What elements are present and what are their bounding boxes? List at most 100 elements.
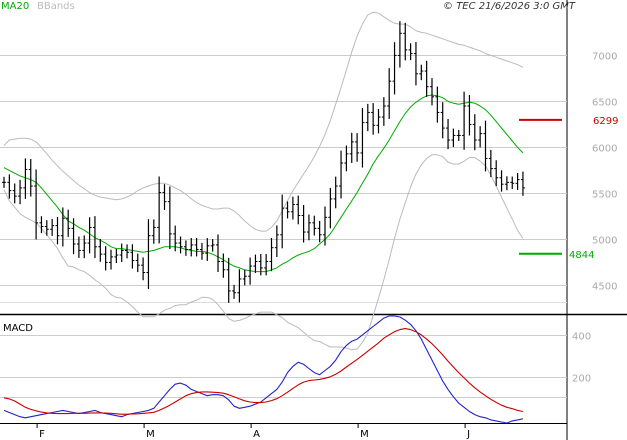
- price-bar: [178, 236, 183, 254]
- price-bar: [232, 284, 237, 299]
- price-bar: [183, 240, 188, 256]
- price-bar: [349, 132, 354, 163]
- price-bar: [472, 114, 477, 151]
- price-y-axis: 4500 5000 5500 6000 6500 7000: [592, 52, 617, 293]
- ma20-polyline: [3, 94, 524, 273]
- price-bar: [199, 242, 204, 260]
- price-bar: [430, 78, 434, 106]
- price-tick-label: 5500: [592, 190, 617, 201]
- price-bar: [135, 253, 140, 273]
- price-bar: [499, 170, 504, 192]
- price-bar: [28, 158, 33, 197]
- price-bar: [371, 103, 376, 135]
- price-bar: [333, 176, 338, 209]
- price-bar: [424, 60, 429, 97]
- price-bar: [467, 94, 472, 136]
- level-label: 6299: [593, 116, 618, 127]
- price-bar: [2, 176, 6, 188]
- price-bar: [248, 257, 253, 285]
- price-bar: [264, 254, 269, 276]
- level-label: 4844: [569, 250, 594, 261]
- price-bar: [392, 42, 397, 95]
- price-bar: [381, 97, 386, 126]
- price-bar: [162, 184, 167, 210]
- price-gridlines: [0, 55, 567, 303]
- bb-lower-line: [3, 154, 524, 351]
- price-bar: [216, 234, 220, 272]
- price-bars: [2, 21, 525, 303]
- legend: MA20 BBands: [1, 1, 75, 12]
- price-bar: [87, 217, 92, 254]
- price-bar: [76, 236, 81, 258]
- price-bar: [328, 187, 333, 229]
- price-bar: [274, 225, 279, 258]
- price-bar: [483, 120, 488, 172]
- price-bar: [167, 186, 172, 250]
- price-bar: [397, 21, 402, 68]
- bollinger-bands: [3, 11, 524, 351]
- legend-bbands-label: BBands: [37, 1, 75, 12]
- macd-gridlines: [0, 335, 567, 398]
- price-tick-label: 4500: [592, 282, 617, 293]
- price-bar: [446, 118, 451, 150]
- macd-signal-line: [3, 328, 524, 415]
- price-bar: [365, 103, 370, 132]
- x-tick-label: M: [360, 429, 369, 440]
- price-bar: [18, 179, 23, 205]
- macd-tick-label: 400: [572, 332, 591, 343]
- x-tick-label: J: [466, 429, 470, 440]
- legend-ma20-label: MA20: [1, 1, 29, 12]
- price-bar: [50, 218, 55, 236]
- price-bar: [242, 269, 247, 286]
- price-bar: [253, 254, 258, 273]
- x-tick-label: F: [39, 429, 45, 440]
- price-bar: [488, 149, 493, 178]
- price-bar: [103, 246, 108, 271]
- price-bar: [92, 216, 97, 259]
- price-bar: [205, 238, 210, 261]
- price-bar: [66, 209, 71, 237]
- price-bar: [226, 257, 231, 303]
- price-tick-label: 5000: [592, 236, 617, 247]
- price-bar: [23, 158, 28, 199]
- price-bar: [494, 160, 499, 187]
- x-tick-label: A: [253, 429, 260, 440]
- macd-title: MACD: [3, 323, 33, 334]
- price-bar: [478, 126, 483, 148]
- ma20-line: [3, 94, 524, 273]
- price-bar: [355, 133, 360, 162]
- price-bar: [520, 171, 525, 196]
- price-levels: 6299 4844: [519, 116, 618, 261]
- price-bar: [290, 196, 295, 220]
- price-bar: [237, 269, 242, 303]
- price-bar: [456, 129, 461, 141]
- price-panel: 4500 5000 5500 6000 6500 7000 6299 4844: [0, 11, 618, 351]
- price-bar: [258, 254, 263, 276]
- price-bar: [189, 238, 194, 257]
- price-bar: [403, 22, 408, 61]
- price-bar: [12, 183, 17, 204]
- price-bar: [435, 86, 440, 123]
- price-bar: [109, 249, 113, 270]
- price-tick-label: 6500: [592, 98, 617, 109]
- price-bar: [408, 43, 413, 61]
- macd-panel: 200 400 MACD: [0, 315, 591, 424]
- price-bar: [280, 194, 285, 249]
- price-bar: [34, 169, 39, 240]
- macd-tick-label: 200: [572, 374, 591, 385]
- price-bar: [141, 257, 146, 281]
- price-bar: [130, 244, 135, 269]
- price-bar: [7, 174, 12, 199]
- price-bar: [323, 206, 327, 246]
- price-bar: [306, 214, 311, 241]
- price-bar: [360, 107, 365, 168]
- price-bar: [312, 215, 317, 236]
- macd-lines: [3, 315, 524, 424]
- price-bar: [419, 64, 424, 81]
- price-bar: [82, 235, 87, 259]
- price-bar: [269, 238, 274, 272]
- price-bar: [440, 102, 445, 139]
